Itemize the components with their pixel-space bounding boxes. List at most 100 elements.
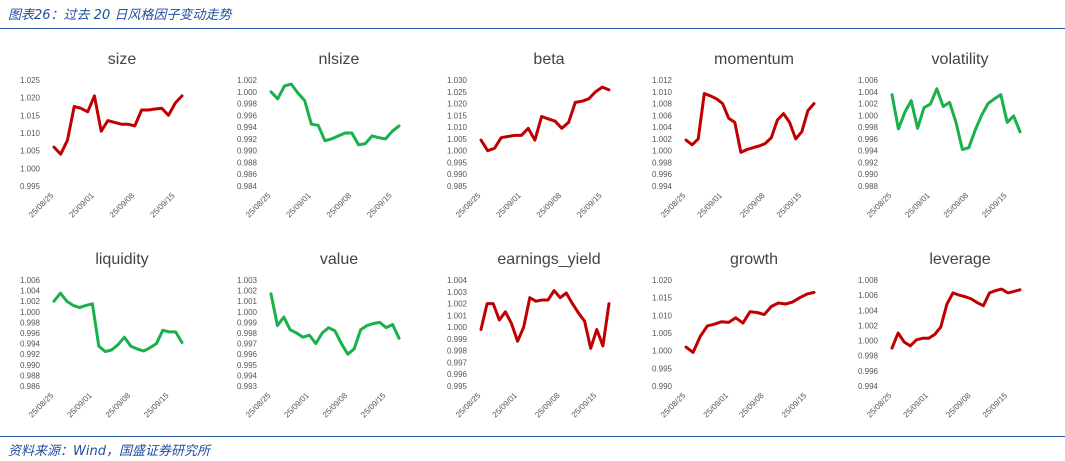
series-line — [269, 82, 401, 147]
x-tick-label: 25/09/01 — [491, 391, 520, 420]
x-tick-label: 25/09/15 — [148, 191, 177, 220]
y-tick-label: 0.996 — [20, 329, 41, 338]
y-tick-label: 1.001 — [237, 297, 258, 306]
y-tick-label: 0.988 — [20, 371, 41, 380]
chart-beta: beta 0.985 0.990 0.995 1.000 1.005 1.010 1.015 1… — [435, 36, 633, 234]
y-tick-label: 1.003 — [237, 276, 258, 285]
x-tick-label: 25/09/01 — [696, 191, 725, 220]
header-rule — [0, 28, 1065, 29]
x-tick-label: 25/08/25 — [865, 191, 894, 220]
x-tick-label: 25/08/25 — [659, 391, 688, 420]
y-tick-label: 1.010 — [20, 129, 41, 138]
footer-rule — [0, 436, 1065, 437]
y-tick-label: 0.996 — [858, 135, 879, 144]
y-tick-label: 0.996 — [237, 111, 258, 120]
x-tick-label: 25/09/08 — [104, 391, 133, 420]
y-tick-label: 1.015 — [652, 294, 673, 303]
y-tick-label: 0.985 — [447, 182, 468, 191]
y-tick-label: 1.004 — [652, 123, 673, 132]
y-tick-label: 0.995 — [447, 382, 468, 391]
chart-volatility: volatility 0.988 0.990 0.992 0.994 0.996 0.998… — [846, 36, 1044, 234]
y-tick-label: 0.998 — [652, 158, 673, 167]
chart-svg: growth 0.990 0.995 1.000 1.005 1.010 1.015 1.02… — [652, 251, 816, 420]
chart-size: size 0.995 1.000 1.005 1.010 1.015 1.020 1.025 2… — [8, 36, 206, 234]
x-tick-label: 25/08/25 — [244, 391, 273, 420]
y-tick-label: 1.020 — [20, 94, 41, 103]
x-tick-label: 25/09/15 — [575, 191, 604, 220]
series-line — [890, 87, 1022, 151]
y-tick-label: 1.025 — [447, 88, 468, 97]
y-tick-label: 1.000 — [858, 337, 879, 346]
x-tick-label: 25/09/08 — [108, 191, 137, 220]
series-line — [890, 287, 1022, 350]
chart-title: liquidity — [95, 251, 148, 268]
y-tick-label: 0.995 — [447, 158, 468, 167]
y-tick-label: 0.995 — [652, 364, 673, 373]
y-tick-label: 0.990 — [237, 147, 258, 156]
x-tick-label: 25/09/08 — [533, 391, 562, 420]
chart-leverage: leverage 0.994 0.996 0.998 1.000 1.002 1.004 1.… — [846, 236, 1044, 434]
chart-svg: volatility 0.988 0.990 0.992 0.994 0.996 0.998… — [858, 51, 1022, 220]
chart-title: leverage — [929, 251, 990, 268]
chart-value: value 0.993 0.994 0.995 0.996 0.997 0.998 0.999… — [225, 236, 423, 434]
y-tick-label: 0.992 — [858, 158, 879, 167]
y-tick-label: 0.994 — [652, 182, 673, 191]
chart-title: nlsize — [319, 51, 360, 68]
y-tick-label: 0.992 — [237, 135, 258, 144]
chart-title: beta — [533, 51, 564, 68]
y-tick-label: 0.990 — [858, 170, 879, 179]
y-tick-label: 0.996 — [447, 370, 468, 379]
y-tick-label: 1.004 — [447, 276, 468, 285]
x-tick-label: 25/09/01 — [702, 391, 731, 420]
chart-svg: earnings_yield 0.995 0.996 0.997 0.998 0.999 1… — [447, 251, 611, 420]
chart-earnings-yield: earnings_yield 0.995 0.996 0.997 0.998 0.999 1… — [435, 236, 633, 434]
y-tick-label: 1.000 — [652, 147, 673, 156]
y-tick-label: 1.010 — [652, 311, 673, 320]
x-tick-label: 25/09/15 — [780, 391, 809, 420]
chart-nlsize: nlsize 0.984 0.986 0.988 0.990 0.992 0.994 0.99… — [225, 36, 423, 234]
y-tick-label: 0.996 — [237, 350, 258, 359]
source-note: 资料来源：Wind，国盛证券研究所 — [8, 444, 210, 459]
series-line — [52, 291, 184, 353]
y-tick-label: 1.002 — [237, 76, 258, 85]
y-tick-label: 1.008 — [652, 100, 673, 109]
y-tick-label: 1.015 — [20, 111, 41, 120]
x-tick-label: 25/09/15 — [365, 191, 394, 220]
chart-svg: beta 0.985 0.990 0.995 1.000 1.005 1.010 1.015 1… — [447, 51, 611, 220]
y-tick-label: 0.998 — [20, 318, 41, 327]
x-tick-label: 25/09/01 — [282, 391, 311, 420]
y-tick-label: 1.020 — [447, 100, 468, 109]
chart-momentum: momentum 0.994 0.996 0.998 1.000 1.002 1.004 1.… — [640, 36, 838, 234]
figure-caption: 图表26：过去 20 日风格因子变动走势 — [8, 8, 232, 23]
y-tick-label: 0.997 — [447, 358, 468, 367]
y-tick-label: 0.999 — [237, 318, 258, 327]
y-tick-label: 0.998 — [858, 352, 879, 361]
x-tick-label: 25/09/01 — [494, 191, 523, 220]
y-tick-label: 0.990 — [20, 361, 41, 370]
y-tick-label: 1.012 — [652, 76, 673, 85]
y-tick-label: 1.025 — [20, 76, 41, 85]
x-tick-label: 25/09/08 — [321, 391, 350, 420]
chart-svg: size 0.995 1.000 1.005 1.010 1.015 1.020 1.025 2… — [20, 51, 184, 220]
chart-title: growth — [730, 251, 778, 268]
x-tick-label: 25/08/25 — [27, 391, 56, 420]
x-tick-label: 25/09/15 — [980, 191, 1009, 220]
y-tick-label: 1.030 — [447, 76, 468, 85]
x-tick-label: 25/08/25 — [244, 191, 273, 220]
y-tick-label: 1.000 — [237, 88, 258, 97]
y-tick-label: 1.006 — [858, 291, 879, 300]
y-tick-label: 0.993 — [237, 382, 258, 391]
chart-liquidity: liquidity 0.986 0.988 0.990 0.992 0.994 0.996 0… — [8, 236, 206, 434]
y-tick-label: 1.000 — [447, 323, 468, 332]
x-tick-label: 25/09/08 — [738, 191, 767, 220]
chart-title: momentum — [714, 51, 794, 68]
y-tick-label: 0.988 — [237, 158, 258, 167]
x-tick-label: 25/09/08 — [944, 391, 973, 420]
y-tick-label: 0.988 — [858, 182, 879, 191]
y-tick-label: 0.995 — [20, 182, 41, 191]
chart-growth: growth 0.990 0.995 1.000 1.005 1.010 1.015 1.02… — [640, 236, 838, 434]
y-tick-label: 1.015 — [447, 111, 468, 120]
y-tick-label: 0.994 — [858, 382, 879, 391]
chart-svg: leverage 0.994 0.996 0.998 1.000 1.002 1.004 1.… — [858, 251, 1022, 420]
y-tick-label: 0.998 — [447, 347, 468, 356]
